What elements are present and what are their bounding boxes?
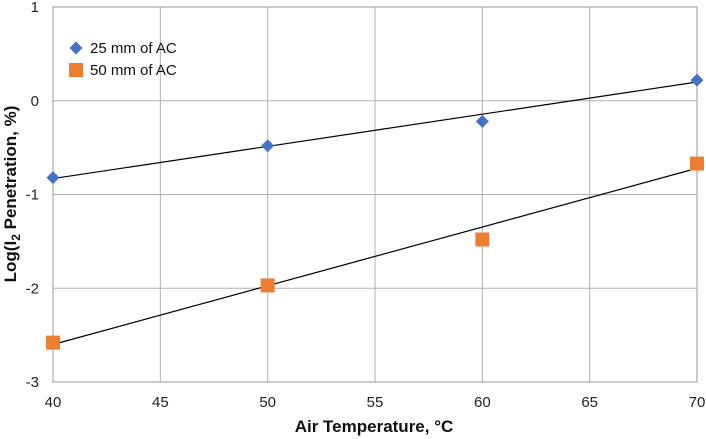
- x-axis-title: Air Temperature, °C: [295, 417, 454, 436]
- y-axis-title: Log(I2 Penetration, %): [1, 106, 23, 283]
- legend-marker: [69, 63, 83, 77]
- y-tick-label: -1: [26, 187, 39, 204]
- x-tick-label: 50: [259, 394, 276, 411]
- y-axis-title-post: Penetration, %): [1, 106, 20, 234]
- data-point: [690, 73, 704, 87]
- x-tick-label: 65: [581, 394, 598, 411]
- y-tick-label: -3: [26, 374, 39, 391]
- data-point: [475, 232, 490, 247]
- y-tick-label: -2: [26, 280, 39, 297]
- trendline: [52, 167, 698, 346]
- y-axis-title-pre: Log(I: [1, 241, 20, 283]
- data-point: [46, 335, 60, 350]
- data-point: [475, 114, 489, 128]
- legend-marker: [69, 41, 83, 55]
- data-point: [690, 156, 704, 171]
- legend: 25 mm of AC 50 mm of AC: [69, 40, 177, 79]
- trendlines: [52, 81, 698, 346]
- x-tick-label: 55: [367, 394, 384, 411]
- x-tick-label: 60: [474, 394, 491, 411]
- legend-label: 50 mm of AC: [90, 62, 177, 79]
- plot-area-border: [52, 6, 698, 383]
- trendline: [52, 81, 698, 180]
- data-point: [261, 139, 275, 153]
- x-tick-label: 45: [152, 394, 169, 411]
- y-axis-ticks: -3 -2 -1 0 1: [26, 0, 39, 391]
- data-point: [46, 171, 60, 185]
- y-tick-label: 1: [31, 0, 39, 16]
- data-point: [260, 278, 275, 293]
- x-tick-label: 70: [689, 394, 706, 411]
- y-tick-label: 0: [31, 93, 39, 110]
- legend-label: 25 mm of AC: [90, 40, 177, 57]
- x-tick-label: 40: [45, 394, 62, 411]
- data-points: [46, 73, 704, 350]
- x-axis-ticks: 40 45 50 55 60 65 70: [45, 394, 706, 411]
- grid: [52, 6, 698, 383]
- y-axis-title-subscript: 2: [9, 234, 23, 241]
